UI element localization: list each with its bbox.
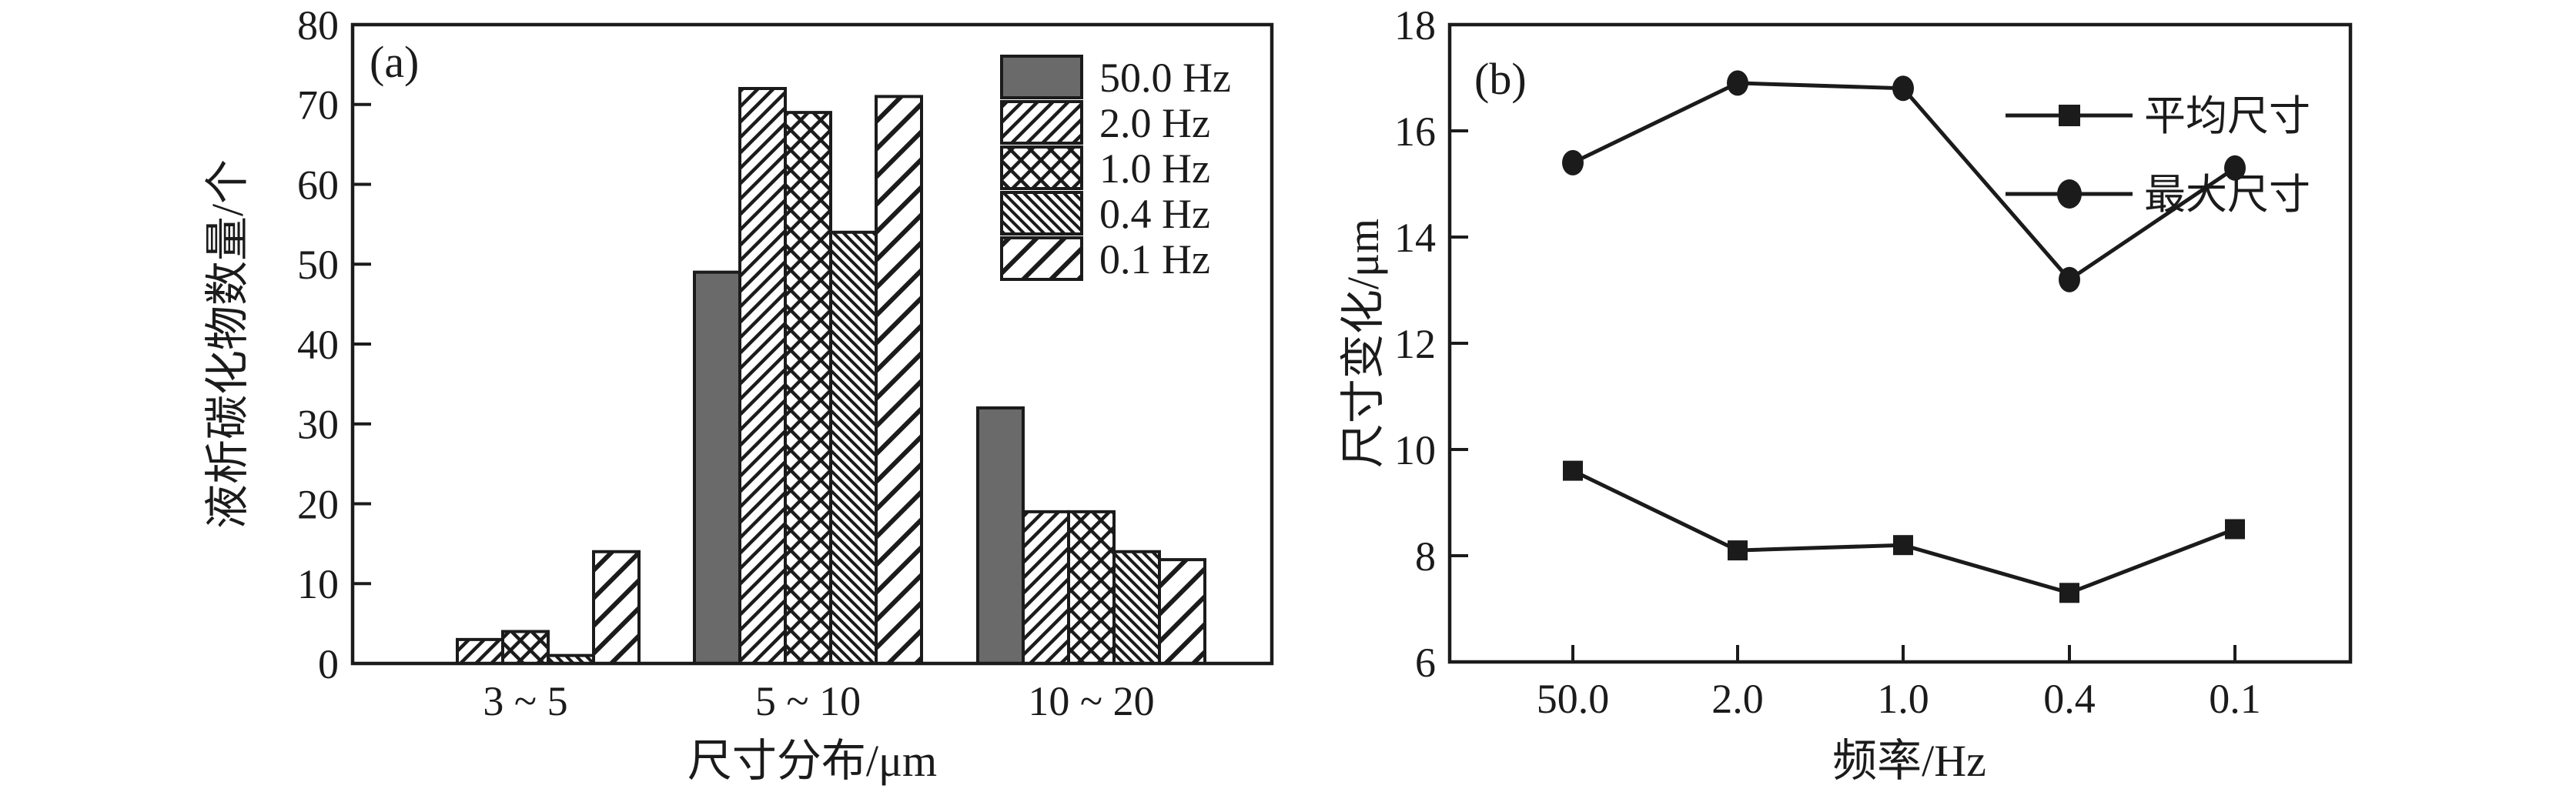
bar-0.4Hz-1 [829,230,878,665]
panel-a-category-label: 5 ~ 10 [755,678,861,724]
bar-0.1Hz-1 [875,95,923,665]
panel-b-tag: (b) [1474,54,1527,104]
panel-a-category-label: 10 ~ 20 [1028,678,1154,724]
panel-b-xtick-label: 50.0 [1537,676,1610,722]
panel-a-axes: 0 10 20 30 40 50 60 70 80 [297,2,1274,687]
legend-swatch-1 [1000,100,1083,145]
legend-swatch-4 [1000,236,1083,281]
panel-a-xtick-labels: 3 ~ 5 5 ~ 10 10 ~ 20 [483,678,1154,724]
legend-swatch-2 [1000,145,1083,190]
circle-marker [1727,70,1748,96]
panel-a-tag: (a) [370,37,419,87]
panel-b-ytick-label: 6 [1415,640,1436,686]
legend-swatch-3 [1000,191,1083,236]
panel-b-xtick-label: 0.4 [2043,676,2096,722]
panel-a-xlabel: 尺寸分布/μm [687,736,937,786]
legend-swatch-0 [1000,55,1083,99]
square-marker [1893,535,1913,556]
panel-b-ytick-label: 14 [1394,215,1436,261]
panel-b-ytick-label: 16 [1394,109,1436,155]
bar-1.0Hz-2 [1067,510,1116,665]
circle-marker [2057,179,2082,209]
legend-label-1: 2.0 Hz [1099,100,1210,146]
panel-b-ytick-label: 10 [1394,427,1436,473]
legend-label-3: 0.4 Hz [1099,191,1210,237]
panel-b-line-chart: 6 8 10 12 14 16 18 50.0 2.0 1.0 0.4 0.1 频率/Hz 尺寸变化/μm… [1338,2,2353,786]
circle-marker [2059,266,2080,292]
panel-b-ytick-label: 12 [1394,321,1436,367]
square-marker [1728,540,1748,561]
panel-a-ytick-label: 60 [297,162,339,208]
legend-label-2: 1.0 Hz [1099,145,1210,192]
square-marker [2059,105,2080,126]
panel-b-xtick-label: 1.0 [1877,676,1929,722]
circle-marker [2224,155,2246,181]
panel-a-bars [456,87,1206,665]
panel-b-series-0 [1563,460,2245,603]
bar-2.0Hz-2 [1022,510,1070,665]
panel-b-ylabel: 尺寸变化/μm [1338,219,1388,468]
panel-a-legend: 50.0 Hz2.0 Hz1.0 Hz0.4 Hz0.1 Hz [1000,55,1231,282]
bar-0.4Hz-2 [1112,550,1161,665]
panel-b-legend-label-1: 最大尺寸 [2144,172,2310,218]
bar-1.0Hz-1 [784,111,832,665]
bar-1.0Hz-0 [501,630,550,665]
panel-b-ytick-label: 8 [1415,533,1436,580]
panel-a-ytick-label: 40 [297,322,339,368]
bar-2.0Hz-1 [738,87,787,665]
panel-b-legend-label-0: 平均尺寸 [2144,93,2310,139]
square-marker [1563,460,1583,481]
panel-a-ytick-label: 20 [297,481,339,527]
bar-0.1Hz-0 [592,550,641,665]
bar-50.0Hz-1 [693,270,741,665]
panel-a-category-label: 3 ~ 5 [483,678,567,724]
panel-a-ytick-label: 0 [318,641,339,687]
panel-a-ytick-label: 50 [297,242,339,288]
panel-b-series-1 [1562,70,2246,292]
square-marker [2059,583,2079,603]
panel-b-ytick-label: 18 [1394,2,1436,48]
panel-b-axes: 6 8 10 12 14 16 18 50.0 2.0 1.0 0.4 0.1 [1394,2,2353,722]
bar-0.1Hz-2 [1158,558,1206,665]
legend-label-4: 0.1 Hz [1099,236,1210,282]
panel-a-ytick-label: 30 [297,402,339,448]
panel-a-ytick-label: 70 [297,82,339,129]
panel-b-xtick-label: 2.0 [1711,676,1764,722]
panel-b-xtick-label: 0.1 [2209,676,2261,722]
circle-marker [1892,75,1914,102]
panel-a-bar-chart: 0 10 20 30 40 50 60 70 80 3 ~ 5 5 ~ 10 10 ~ 20 尺寸分布/… [202,2,1274,786]
panel-a-ytick-label: 80 [297,2,339,48]
circle-marker [1562,149,1584,175]
panel-b-xlabel: 频率/Hz [1832,736,1986,786]
bar-50.0Hz-2 [976,406,1025,665]
legend-label-0: 50.0 Hz [1099,55,1231,101]
panel-a-ylabel: 液析碳化物数量/个 [202,159,253,529]
bar-2.0Hz-0 [456,637,504,665]
panel-a-ytick-label: 10 [297,561,339,607]
square-marker [2225,519,2245,540]
